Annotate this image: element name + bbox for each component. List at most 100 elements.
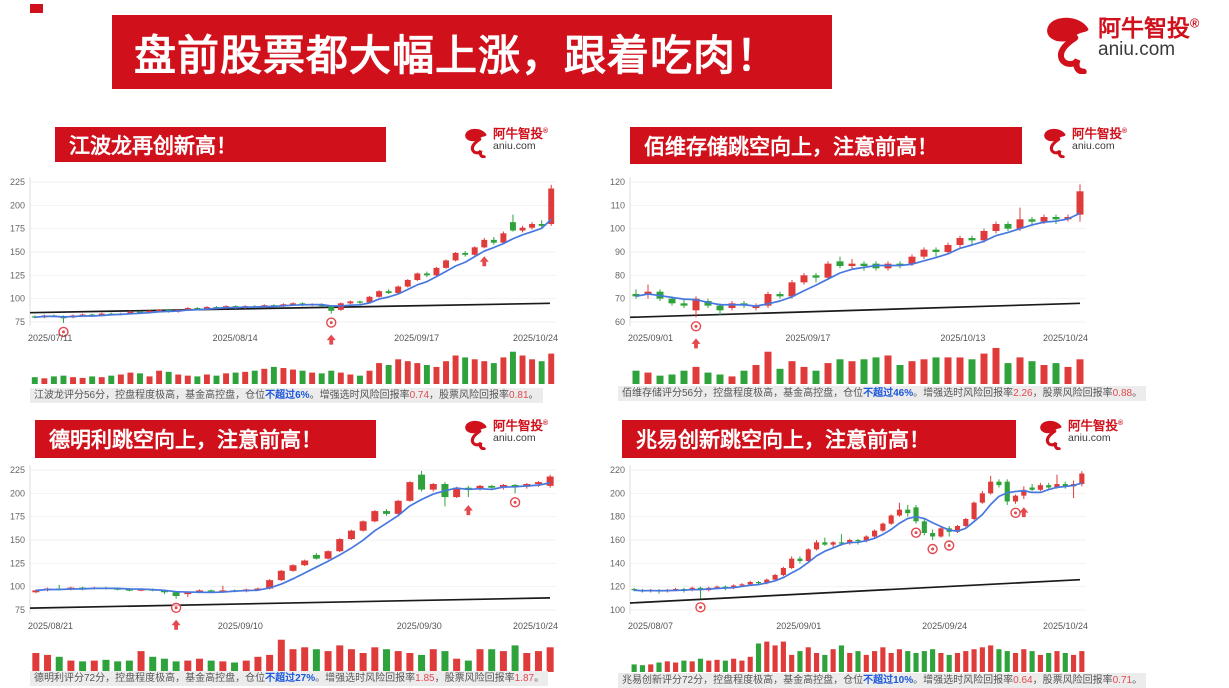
chart-caption-demingli: 德明利评分72分，控盘程度极高，基金高控盘，仓位不超过27%。增强选时风险回报率…	[30, 671, 549, 686]
caption-segment: 不超过27%	[265, 673, 316, 684]
svg-text:200: 200	[10, 488, 25, 498]
logo-domain-text: aniu.com	[1068, 432, 1111, 445]
svg-text:120: 120	[610, 582, 625, 592]
main-title: 盘前股票都大幅上涨，跟着吃肉！	[134, 31, 780, 79]
logo-reg-mark: ®	[1118, 420, 1124, 427]
svg-text:175: 175	[10, 224, 25, 234]
svg-text:75: 75	[15, 317, 25, 327]
svg-text:2025/10/24: 2025/10/24	[1043, 621, 1088, 631]
svg-text:2025/09/30: 2025/09/30	[397, 621, 442, 631]
svg-text:2025/10/24: 2025/10/24	[513, 333, 558, 343]
caption-segment: 。增强选时风险回报率	[913, 388, 1014, 399]
caption-segment: 0.64	[1013, 675, 1033, 686]
panel-logo: 阿牛智投® aniu.com	[463, 420, 548, 450]
logo-reg-mark: ®	[1190, 16, 1200, 31]
svg-text:2025/08/07: 2025/08/07	[628, 621, 673, 631]
svg-text:180: 180	[610, 512, 625, 522]
caption-segment: 。	[528, 390, 539, 401]
caption-segment: 德明利评分72分，控盘程度极高，基金高控盘，仓位	[34, 673, 266, 684]
caption-segment: 不超过46%	[863, 388, 914, 399]
corner-mark	[30, 4, 43, 13]
svg-text:80: 80	[615, 270, 625, 280]
caption-segment: 兆易创新评分72分，控盘程度极高，基金高控盘，仓位	[622, 675, 864, 686]
svg-text:225: 225	[10, 465, 25, 475]
caption-segment: ，股票风险回报率	[1032, 388, 1113, 399]
svg-text:125: 125	[10, 270, 25, 280]
bull-icon	[1047, 17, 1089, 74]
svg-text:140: 140	[610, 558, 625, 568]
svg-text:100: 100	[610, 224, 625, 234]
logo-domain-text: aniu.com	[1098, 39, 1176, 61]
svg-text:100: 100	[610, 605, 625, 615]
svg-text:60: 60	[615, 317, 625, 327]
svg-text:200: 200	[610, 488, 625, 498]
svg-text:120: 120	[610, 177, 625, 187]
svg-text:2025/07/11: 2025/07/11	[28, 333, 72, 343]
bull-icon	[465, 128, 487, 158]
caption-segment: 0.88	[1112, 388, 1133, 399]
panel-title-demingli: 德明利跳空向上，注意前高！	[35, 420, 376, 458]
logo-brand-text: 阿牛智投	[493, 127, 544, 142]
svg-text:2025/09/10: 2025/09/10	[218, 621, 263, 631]
svg-text:100: 100	[10, 582, 25, 592]
caption-segment: 0.74	[409, 390, 430, 401]
svg-text:175: 175	[10, 512, 25, 522]
caption-segment: 。增强选时风险回报率	[315, 673, 416, 684]
panel-logo: 阿牛智投® aniu.com	[1038, 420, 1123, 450]
logo-brand-text: 阿牛智投	[1072, 127, 1123, 142]
logo-brand-text: 阿牛智投	[493, 419, 544, 434]
svg-text:70: 70	[615, 294, 625, 304]
main-banner: 盘前股票都大幅上涨，跟着吃肉！	[112, 15, 832, 89]
svg-text:150: 150	[10, 247, 25, 257]
svg-text:160: 160	[610, 535, 625, 545]
logo-text: 阿牛智投® aniu.com	[1098, 16, 1199, 60]
caption-segment: 1.85	[415, 673, 435, 684]
logo-brand-text: 阿牛智投	[1098, 15, 1190, 41]
svg-text:2025/10/24: 2025/10/24	[513, 621, 558, 631]
svg-text:75: 75	[15, 605, 25, 615]
caption-segment: 。增强选时风险回报率	[913, 675, 1014, 686]
svg-text:2025/10/13: 2025/10/13	[940, 333, 985, 343]
svg-text:100: 100	[10, 294, 25, 304]
caption-segment: 0.81	[509, 390, 529, 401]
panel-title-biwin: 佰维存储跳空向上，注意前高！	[630, 127, 1022, 164]
logo-brand-text: 阿牛智投	[1068, 419, 1119, 434]
svg-text:2025/09/24: 2025/09/24	[922, 621, 967, 631]
chart-caption-gigadevice: 兆易创新评分72分，控盘程度极高，基金高控盘，仓位不超过10%。增强选时风险回报…	[618, 673, 1147, 688]
bull-icon	[465, 420, 487, 450]
svg-text:150: 150	[10, 535, 25, 545]
caption-segment: 2.26	[1013, 388, 1033, 399]
panel-logo: 阿牛智投® aniu.com	[1042, 128, 1127, 158]
chart-caption-jiangbolong: 江波龙评分56分，控盘程度极高，基金高控盘，仓位不超过6%。增强选时风险回报率0…	[30, 388, 543, 403]
svg-text:2025/09/01: 2025/09/01	[628, 333, 673, 343]
caption-segment: 。	[534, 673, 545, 684]
panel-title-gigadevice: 兆易创新跳空向上，注意前高！	[622, 420, 1016, 458]
logo-reg-mark: ®	[543, 128, 549, 135]
caption-segment: 不超过6%	[265, 390, 310, 401]
svg-text:2025/08/14: 2025/08/14	[213, 333, 258, 343]
caption-segment: 0.71	[1112, 675, 1133, 686]
svg-text:90: 90	[615, 247, 625, 257]
caption-segment: 。	[1132, 388, 1143, 399]
logo-domain-text: aniu.com	[1072, 140, 1115, 153]
logo-domain-text: aniu.com	[493, 432, 536, 445]
caption-segment: 1.87	[514, 673, 535, 684]
svg-text:2025/09/01: 2025/09/01	[776, 621, 821, 631]
svg-text:125: 125	[10, 558, 25, 568]
panel-logo: 阿牛智投® aniu.com	[463, 128, 548, 158]
caption-segment: 江波龙评分56分，控盘程度极高，基金高控盘，仓位	[34, 390, 266, 401]
logo-domain-text: aniu.com	[493, 140, 536, 153]
brand-logo: 阿牛智投® aniu.com	[1042, 16, 1199, 74]
caption-segment: 。	[1132, 675, 1143, 686]
caption-segment: ，股票风险回报率	[429, 390, 510, 401]
caption-segment: 不超过10%	[863, 675, 914, 686]
svg-text:2025/09/17: 2025/09/17	[394, 333, 439, 343]
svg-text:220: 220	[610, 465, 625, 475]
svg-text:110: 110	[611, 200, 625, 210]
caption-segment: 。增强选时风险回报率	[309, 390, 410, 401]
caption-segment: ，股票风险回报率	[1032, 675, 1113, 686]
